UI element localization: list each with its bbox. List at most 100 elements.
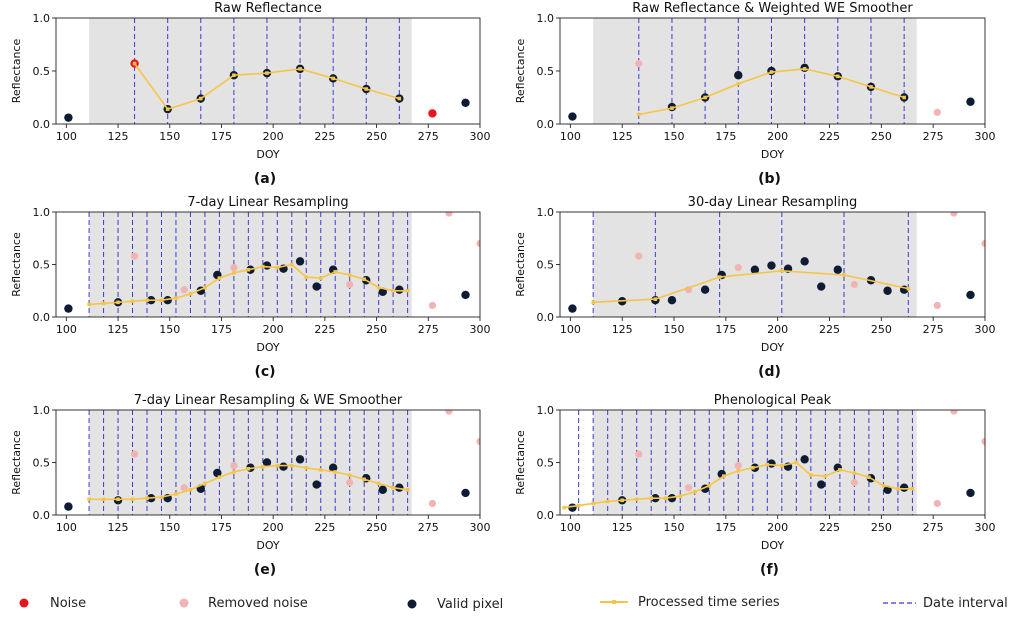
processed-series-marker	[318, 276, 323, 280]
removed-noise-point	[933, 301, 941, 310]
x-tick-label: 100	[56, 521, 77, 534]
x-tick-label: 175	[715, 521, 736, 534]
processed-series-marker	[232, 271, 236, 275]
panel-title: 7-day Linear Resampling	[187, 195, 348, 210]
processed-series-marker	[145, 496, 149, 500]
panel-6: 100 125 150 175 200 225 250 275 300 0.0 0.5 1.0 Phen…	[514, 393, 996, 578]
x-axis-label: DOY	[761, 539, 785, 552]
removed-noise-point	[850, 280, 858, 289]
processed-series-marker	[692, 490, 697, 494]
panel-title: Raw Reflectance & Weighted WE Smoother	[632, 1, 913, 16]
processed-series-marker	[721, 474, 726, 478]
processed-series-marker	[101, 301, 106, 306]
panel-3: 100 125 150 175 200 225 250 275 300 0.0 0.5 1.0 7-da…	[10, 195, 491, 380]
x-tick-label: 175	[211, 521, 232, 534]
panel-label: (d)	[758, 364, 781, 380]
processed-series-marker	[809, 473, 813, 477]
removed-noise-point	[346, 280, 354, 289]
processed-series-marker	[397, 96, 402, 101]
valid-pixel-point	[279, 462, 288, 471]
valid-pixel-point	[667, 494, 677, 503]
processed-series-marker	[649, 496, 654, 500]
x-tick-label: 100	[560, 130, 581, 143]
processed-series-marker	[203, 481, 207, 486]
x-tick-label: 200	[767, 323, 788, 336]
y-axis-label: Reflectance	[514, 430, 527, 495]
x-tick-label: 100	[560, 323, 581, 336]
valid-pixel-point	[461, 290, 470, 300]
processed-series-line	[593, 269, 909, 304]
removed-noise-point	[180, 286, 188, 294]
panel-label: (e)	[254, 562, 276, 578]
removed-noise-point	[635, 252, 643, 260]
removed-noise-point	[445, 410, 453, 415]
valid-pixel-point	[568, 112, 577, 121]
removed-noise-point	[734, 264, 742, 272]
x-tick-label: 275	[923, 323, 944, 336]
processed-series-marker	[867, 475, 871, 479]
x-tick-label: 300	[470, 130, 491, 143]
x-tick-label: 125	[612, 130, 633, 143]
processed-series-marker	[203, 285, 207, 290]
x-tick-label: 150	[159, 130, 180, 143]
x-tick-label: 300	[470, 323, 491, 336]
processed-series-marker	[751, 465, 755, 470]
processed-series-marker	[717, 275, 722, 279]
processed-series-marker	[188, 488, 193, 492]
processed-series-marker	[620, 498, 624, 503]
removed-noise-point	[130, 450, 139, 458]
x-tick-label: 225	[314, 323, 335, 336]
processed-series-marker	[101, 497, 106, 502]
x-tick-label: 225	[314, 521, 335, 534]
removed-noise-point	[635, 59, 643, 68]
x-tick-label: 150	[664, 130, 685, 143]
removed-noise-point	[933, 108, 941, 116]
x-tick-label: 275	[418, 521, 439, 534]
valid-pixel-point	[734, 71, 743, 80]
x-tick-label: 100	[560, 521, 581, 534]
x-tick-label: 175	[715, 323, 736, 336]
processed-series-marker	[794, 460, 799, 465]
processed-series-marker	[132, 61, 137, 66]
valid-pixel-point	[461, 98, 470, 108]
noise-point	[428, 109, 437, 118]
valid-pixel-point	[461, 488, 470, 498]
valid-pixel-point	[328, 463, 338, 472]
removed-noise-point	[445, 212, 453, 217]
processed-series-marker	[591, 300, 595, 305]
processed-series-marker	[130, 497, 135, 502]
processed-series-marker	[670, 106, 674, 110]
x-axis-label: DOY	[256, 341, 280, 354]
plot-area	[568, 18, 975, 124]
processed-series-marker	[678, 494, 683, 498]
valid-pixel-point	[213, 468, 222, 478]
x-tick-label: 150	[159, 521, 180, 534]
valid-pixel-point	[64, 304, 73, 313]
processed-series-marker	[736, 469, 741, 473]
legend-valid-pixel-label: Valid pixel	[437, 597, 503, 612]
panel-label: (c)	[254, 364, 275, 380]
x-tick-label: 125	[108, 521, 129, 534]
processed-series-marker	[765, 462, 770, 467]
processed-series-marker	[246, 467, 251, 471]
x-axis-label: DOY	[761, 341, 785, 354]
removed-noise-point	[180, 484, 188, 492]
processed-series-marker	[769, 70, 774, 74]
processed-series-marker	[802, 67, 807, 71]
panel-label: (a)	[254, 171, 276, 187]
x-tick-label: 225	[314, 130, 335, 143]
processed-series-marker	[869, 85, 873, 89]
legend-date-interval-label: Date interval	[923, 596, 1008, 611]
processed-series-marker	[232, 470, 236, 474]
x-tick-label: 250	[366, 323, 387, 336]
valid-pixel-point	[899, 483, 909, 492]
y-axis-label: Reflectance	[10, 39, 23, 104]
y-axis-label: Reflectance	[10, 232, 23, 297]
x-tick-label: 150	[664, 521, 685, 534]
valid-pixel-point	[966, 97, 975, 106]
processed-series-marker	[87, 497, 91, 502]
valid-pixel-point	[966, 488, 975, 498]
processed-series-marker	[217, 276, 222, 280]
valid-pixel-point	[817, 282, 826, 291]
